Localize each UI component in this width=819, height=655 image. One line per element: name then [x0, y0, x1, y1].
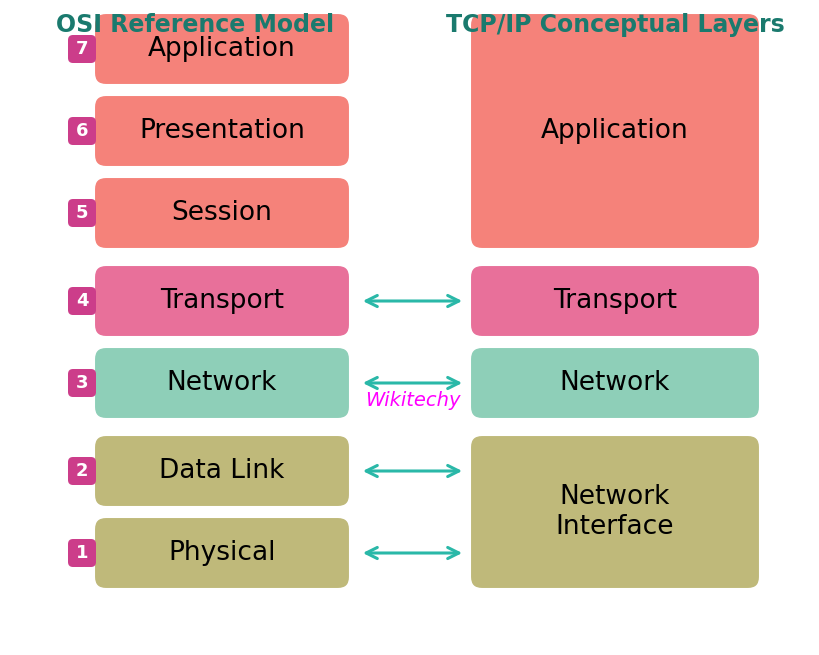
- Text: 1: 1: [75, 544, 88, 562]
- FancyBboxPatch shape: [469, 13, 759, 249]
- FancyBboxPatch shape: [94, 13, 350, 85]
- Text: Network: Network: [166, 370, 277, 396]
- Text: Application: Application: [148, 36, 296, 62]
- Text: Application: Application: [541, 118, 688, 144]
- FancyBboxPatch shape: [94, 347, 350, 419]
- FancyBboxPatch shape: [469, 435, 759, 589]
- Text: Presentation: Presentation: [139, 118, 305, 144]
- Text: Data Link: Data Link: [159, 458, 284, 484]
- FancyBboxPatch shape: [94, 95, 350, 167]
- Text: Session: Session: [171, 200, 272, 226]
- Text: Wikitechy: Wikitechy: [364, 390, 460, 409]
- Text: TCP/IP Conceptual Layers: TCP/IP Conceptual Layers: [445, 13, 784, 37]
- FancyBboxPatch shape: [469, 265, 759, 337]
- FancyBboxPatch shape: [94, 177, 350, 249]
- FancyBboxPatch shape: [68, 287, 96, 315]
- FancyBboxPatch shape: [68, 457, 96, 485]
- Text: 6: 6: [75, 122, 88, 140]
- Text: Transport: Transport: [160, 288, 283, 314]
- Text: Network: Network: [559, 370, 669, 396]
- Text: 5: 5: [75, 204, 88, 222]
- Text: 2: 2: [75, 462, 88, 480]
- FancyBboxPatch shape: [94, 517, 350, 589]
- Text: OSI Reference Model: OSI Reference Model: [56, 13, 333, 37]
- Text: Network
Interface: Network Interface: [555, 484, 673, 540]
- FancyBboxPatch shape: [68, 199, 96, 227]
- FancyBboxPatch shape: [94, 265, 350, 337]
- Text: 4: 4: [75, 292, 88, 310]
- FancyBboxPatch shape: [68, 539, 96, 567]
- Text: Physical: Physical: [168, 540, 275, 566]
- FancyBboxPatch shape: [68, 369, 96, 397]
- FancyBboxPatch shape: [469, 347, 759, 419]
- Text: 7: 7: [75, 40, 88, 58]
- FancyBboxPatch shape: [68, 35, 96, 63]
- FancyBboxPatch shape: [94, 435, 350, 507]
- Text: 3: 3: [75, 374, 88, 392]
- Text: Transport: Transport: [552, 288, 676, 314]
- FancyBboxPatch shape: [68, 117, 96, 145]
